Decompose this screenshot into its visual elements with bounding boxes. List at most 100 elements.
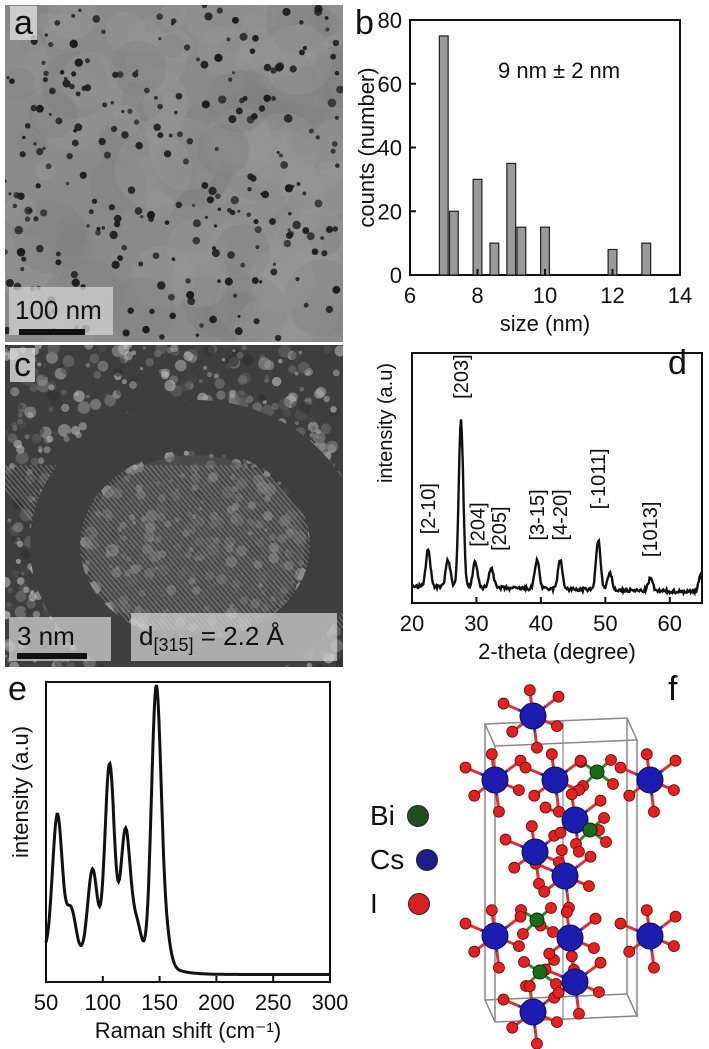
x-tick-label: 6 — [404, 283, 416, 308]
hrtem-noise — [159, 368, 165, 375]
nanoparticle — [14, 225, 23, 235]
iodine-atom — [565, 788, 578, 801]
iodine-atom — [607, 778, 619, 790]
nanoparticle — [314, 199, 323, 208]
nanoparticle — [135, 141, 143, 150]
nanoparticle — [216, 7, 223, 14]
tem-texture — [131, 245, 196, 310]
iodine-atom — [468, 945, 481, 958]
nanoparticle — [325, 27, 330, 32]
iodine-atom — [668, 940, 680, 953]
hrtem-noise — [5, 654, 8, 659]
tem-texture — [246, 128, 281, 164]
y-axis-label: intensity (a.u) — [375, 363, 397, 483]
tem-texture — [88, 155, 146, 213]
cesium-atom — [561, 806, 589, 834]
tem-texture — [194, 153, 245, 205]
tem-texture — [105, 11, 147, 52]
nanoparticle — [261, 190, 270, 199]
nanoparticle — [49, 87, 56, 95]
nanoparticle — [253, 219, 259, 225]
tem-texture — [126, 31, 186, 91]
xrd-pattern: 20 30 40 50 60 2-theta (degree) intensity (a.u… — [375, 352, 704, 664]
nanoparticle — [81, 85, 87, 91]
y-axis-label: counts (number) — [354, 67, 379, 227]
nanoparticle — [287, 228, 291, 232]
hrtem-noise — [7, 518, 12, 523]
nanoparticle — [42, 146, 46, 151]
nanoparticle — [164, 220, 170, 225]
nanoparticle — [36, 147, 44, 156]
iodine-atom — [640, 904, 653, 917]
iodine-atom — [523, 980, 536, 993]
i-atom-icon — [407, 893, 430, 915]
hrtem-noise — [9, 463, 16, 469]
tem-texture — [239, 5, 278, 33]
iodine-atom — [583, 880, 595, 893]
hrtem-noise — [11, 536, 18, 543]
lattice-fringe — [139, 464, 281, 631]
iodine-atom — [518, 956, 530, 968]
iodine-atom — [605, 754, 617, 766]
x-axis-label: 2-theta (degree) — [478, 639, 636, 664]
nanoparticle — [249, 48, 256, 55]
nanoparticle — [263, 94, 271, 103]
hrtem-noise — [5, 576, 11, 588]
hrtem-noise — [82, 660, 88, 666]
tem-texture — [269, 65, 331, 127]
nanoparticle — [42, 77, 48, 83]
tem-background — [5, 5, 343, 342]
iodine-atom — [506, 725, 519, 738]
lattice-fringe — [99, 464, 241, 631]
iodine-atom — [552, 690, 565, 703]
nanoparticle — [78, 8, 82, 12]
iodine-atom — [598, 812, 610, 824]
tem-texture — [149, 118, 223, 191]
hrtem-noise — [37, 362, 42, 367]
hrtem-noise — [142, 346, 147, 350]
hrtem-noise — [27, 411, 34, 418]
nanoparticle — [311, 248, 319, 256]
nanoparticle — [86, 224, 90, 228]
tem-image-low-mag: 100 nm — [5, 5, 343, 342]
tem-texture — [204, 291, 256, 342]
lattice-fringe — [234, 464, 343, 594]
hrtem-noise — [297, 361, 310, 374]
iodine-atom — [614, 761, 627, 774]
histogram-bar — [506, 162, 517, 276]
bismuth-atom — [589, 764, 605, 780]
hrtem-noise — [75, 431, 82, 439]
nanoparticle — [183, 44, 191, 51]
nanoparticle — [74, 58, 83, 67]
hrtem-noise — [278, 358, 283, 364]
nanoparticle — [158, 37, 162, 41]
hrtem-noise — [221, 345, 228, 349]
nanoparticle — [214, 146, 219, 152]
iodine-atom — [493, 805, 505, 818]
lattice-fringe — [229, 464, 343, 600]
hrtem-noise — [198, 379, 203, 384]
nanoparticle — [246, 212, 251, 217]
nanoparticle — [127, 108, 133, 114]
hrtem-noise — [309, 415, 317, 423]
iodine-atom — [551, 1016, 563, 1029]
iodine-atom — [573, 1007, 585, 1020]
nanoparticle — [288, 211, 292, 216]
tem-texture — [247, 112, 320, 185]
nanoparticle — [274, 334, 282, 342]
nanoparticle — [296, 182, 301, 186]
tem-texture — [234, 43, 263, 71]
tem-texture — [260, 287, 287, 315]
hrtem-noise — [310, 399, 316, 405]
hrtem-noise — [113, 368, 123, 377]
lattice-fringe — [94, 464, 236, 631]
hrtem-noise — [61, 365, 70, 375]
hrtem-noise — [258, 394, 266, 402]
cesium-atom — [556, 924, 584, 952]
nanoparticle — [110, 125, 118, 133]
tem-texture — [205, 215, 284, 293]
tem-texture — [263, 318, 293, 342]
nanoparticle — [91, 198, 98, 204]
tem-texture — [54, 229, 93, 268]
tem-texture — [34, 159, 56, 180]
